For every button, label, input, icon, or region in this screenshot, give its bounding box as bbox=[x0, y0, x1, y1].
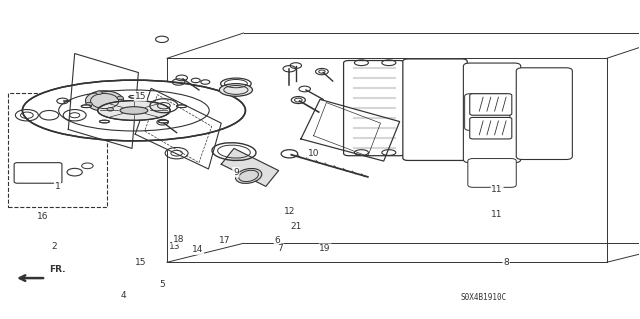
Ellipse shape bbox=[220, 84, 252, 96]
Polygon shape bbox=[135, 88, 221, 169]
Text: 18: 18 bbox=[173, 235, 184, 244]
Ellipse shape bbox=[177, 105, 187, 108]
FancyBboxPatch shape bbox=[468, 159, 516, 187]
Text: 7: 7 bbox=[278, 244, 284, 253]
Text: 13: 13 bbox=[169, 242, 180, 251]
Ellipse shape bbox=[159, 120, 168, 123]
Text: S0X4B1910C: S0X4B1910C bbox=[460, 293, 506, 301]
Ellipse shape bbox=[107, 108, 113, 111]
FancyBboxPatch shape bbox=[470, 117, 512, 139]
Polygon shape bbox=[221, 148, 278, 186]
Text: 11: 11 bbox=[492, 185, 503, 194]
Text: 12: 12 bbox=[284, 207, 295, 216]
Text: 4: 4 bbox=[121, 291, 127, 300]
Text: 14: 14 bbox=[192, 245, 204, 254]
Text: 5: 5 bbox=[159, 280, 165, 289]
FancyBboxPatch shape bbox=[470, 94, 512, 115]
Ellipse shape bbox=[22, 80, 246, 141]
Text: 16: 16 bbox=[37, 212, 49, 221]
FancyBboxPatch shape bbox=[403, 59, 467, 160]
Text: 6: 6 bbox=[275, 236, 280, 245]
Text: FR.: FR. bbox=[49, 265, 66, 274]
FancyBboxPatch shape bbox=[344, 61, 404, 156]
Ellipse shape bbox=[96, 91, 102, 94]
Ellipse shape bbox=[221, 78, 251, 89]
Polygon shape bbox=[68, 54, 138, 148]
Ellipse shape bbox=[81, 105, 92, 108]
Bar bbox=[8, 93, 106, 207]
Text: 10: 10 bbox=[308, 149, 319, 158]
Text: 9: 9 bbox=[233, 168, 239, 177]
Text: 21: 21 bbox=[290, 222, 301, 231]
Text: 19: 19 bbox=[319, 244, 331, 253]
Ellipse shape bbox=[98, 100, 170, 120]
FancyBboxPatch shape bbox=[463, 63, 521, 163]
Ellipse shape bbox=[236, 168, 262, 183]
Text: 15: 15 bbox=[134, 92, 146, 101]
Text: 17: 17 bbox=[219, 236, 230, 245]
Text: 15: 15 bbox=[134, 258, 146, 267]
Text: 8: 8 bbox=[503, 258, 509, 267]
Ellipse shape bbox=[99, 120, 109, 123]
FancyBboxPatch shape bbox=[14, 163, 62, 183]
Polygon shape bbox=[301, 100, 399, 161]
Ellipse shape bbox=[86, 91, 124, 111]
Text: 2: 2 bbox=[51, 242, 57, 251]
Text: 1: 1 bbox=[54, 182, 60, 191]
Ellipse shape bbox=[129, 95, 139, 98]
Ellipse shape bbox=[117, 96, 124, 100]
Text: 11: 11 bbox=[492, 210, 503, 219]
FancyBboxPatch shape bbox=[465, 94, 510, 130]
Ellipse shape bbox=[86, 102, 92, 106]
FancyBboxPatch shape bbox=[516, 68, 572, 160]
Ellipse shape bbox=[120, 107, 148, 114]
